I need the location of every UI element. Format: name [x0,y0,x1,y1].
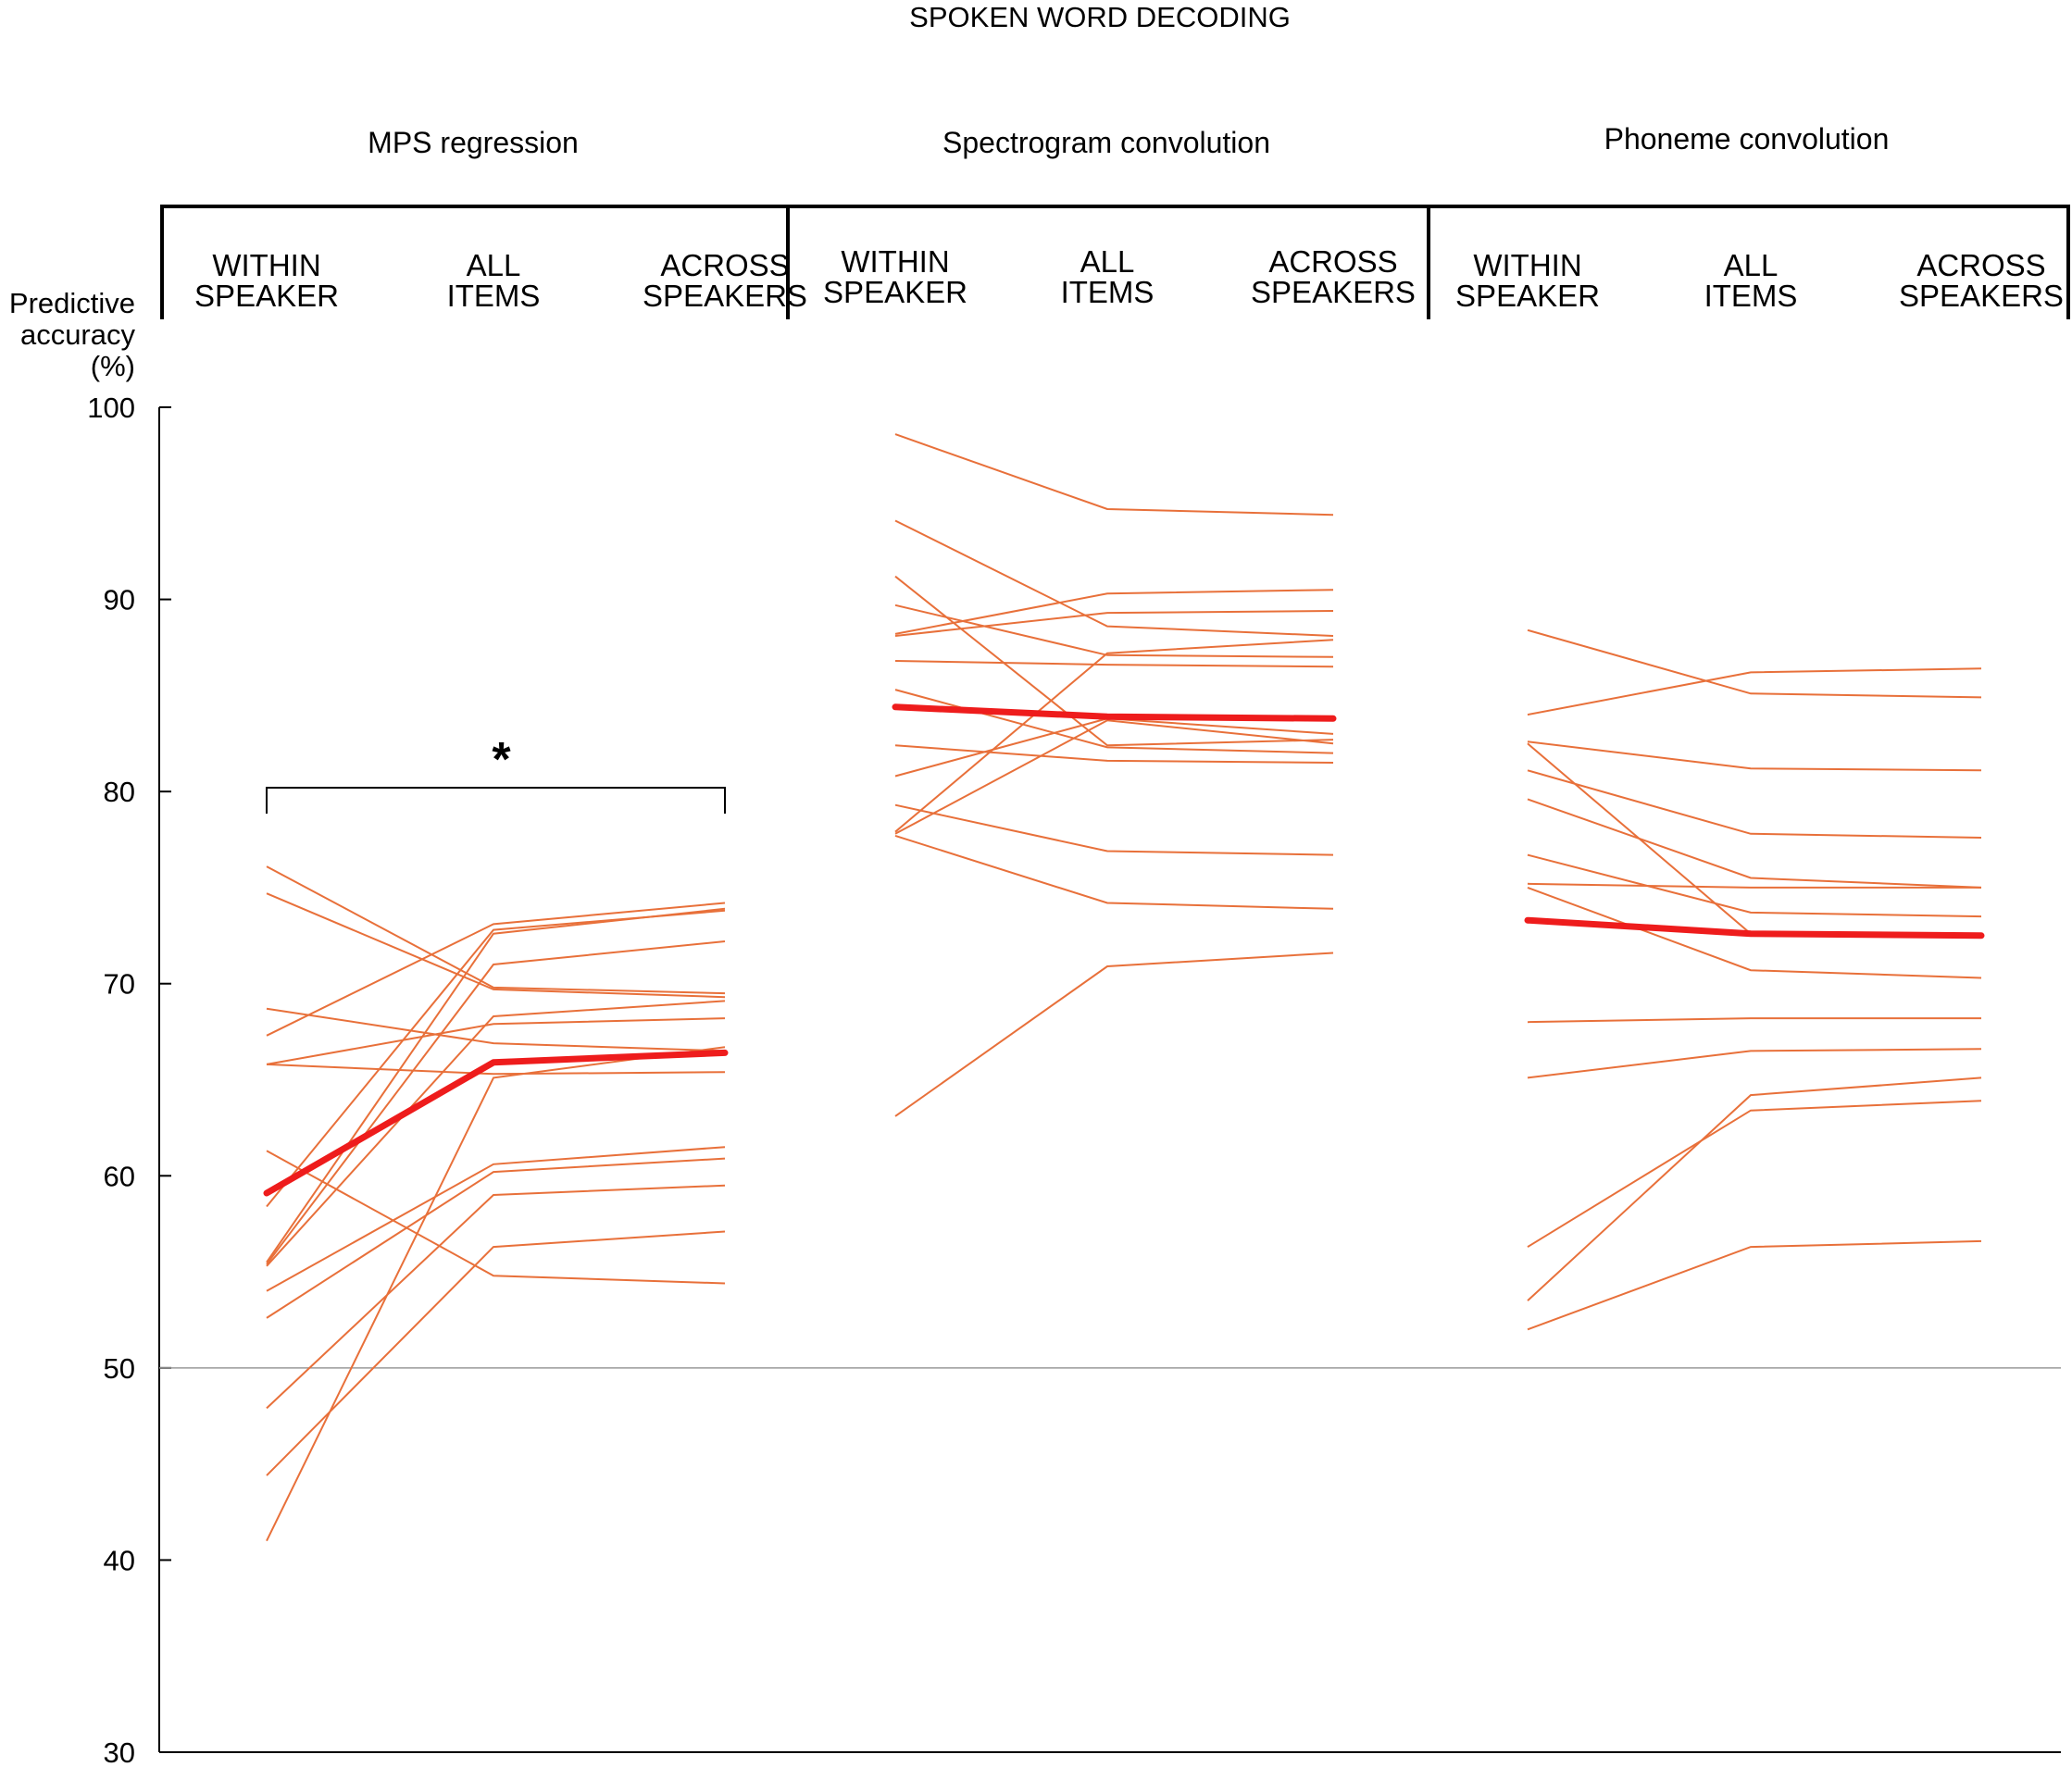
subject-line [894,803,1334,856]
chart-title: SPOKEN WORD DECODING [909,1,1291,33]
subject-line [894,610,1334,637]
condition-label-line2: ITEMS [447,279,541,313]
panel-title: MPS regression [368,126,579,159]
subject-line [894,604,1334,658]
mean-line [1524,916,1985,939]
subject-line [1527,667,1982,716]
subject-line [894,639,1334,833]
subject-line [1527,886,1982,979]
subject-line [266,1017,726,1065]
condition-label-line2: SPEAKERS [1251,275,1416,309]
subject-line [894,660,1334,668]
panel-title: Phoneme convolution [1604,122,1890,156]
significance-bracket [266,786,726,814]
y-tick-label: 30 [104,1736,135,1767]
significance-annotation: * [266,733,726,814]
subject-line [894,952,1334,1117]
condition-label-line1: ALL [467,248,521,282]
condition-label-line1: ACROSS [1916,248,2045,282]
subject-line [1527,1239,1982,1331]
subject-line [266,907,726,1263]
subject-line [1527,853,1982,918]
subject-line [266,1000,726,1267]
subject-line [1527,1048,1982,1079]
subject-line [1527,882,1981,889]
y-tick-label: 60 [104,1160,135,1192]
y-tick-label: 90 [104,584,135,616]
plot-lines [263,433,1985,1542]
subject-line [1527,1017,1981,1024]
condition-label-line1: ALL [1080,244,1135,279]
subject-line [894,589,1334,635]
condition-label-line2: SPEAKER [823,275,967,309]
subject-line [266,1063,726,1076]
subject-line [1527,1100,1982,1248]
y-tick-label: 80 [104,776,135,808]
subject-line [266,1150,726,1285]
subject-line [266,1157,726,1319]
mean-line [892,703,1337,722]
subject-line [894,575,1334,747]
panel-bracket [1427,205,2070,319]
subject-line [1527,798,1982,889]
subject-line [894,744,1334,764]
condition-label-line1: ACROSS [1268,244,1397,279]
subject-line [266,1146,726,1292]
y-tick-label: 40 [104,1544,135,1576]
subject-line [1527,628,1982,699]
subject-line [1527,742,1982,939]
condition-label-line2: SPEAKERS [1899,279,2064,313]
subject-line [266,1007,726,1052]
y-axis-label-line: (%) [91,350,135,382]
panel-title: Spectrogram convolution [942,126,1270,159]
subject-line [894,834,1334,910]
condition-label-line2: SPEAKER [194,279,339,313]
panels: MPS regressionWITHINSPEAKERALLITEMSACROS… [160,122,2070,319]
subject-line [266,1184,726,1410]
subject-line [894,719,1334,835]
y-tick-label: 50 [104,1352,135,1385]
mean-line [263,1049,729,1197]
subject-line [1527,769,1982,839]
condition-label-line2: SPEAKER [1455,279,1600,313]
y-axis-label-line: Predictive [9,287,135,319]
y-tick-label: 70 [104,968,135,1001]
subject-line [1527,1076,1982,1301]
condition-label-line2: ITEMS [1061,275,1155,309]
subject-line [266,1230,726,1476]
subject-line [266,865,726,995]
condition-label-line1: ALL [1724,248,1779,282]
y-axis-label-line: accuracy [20,318,136,351]
significance-marker: * [492,733,511,787]
subject-line [894,519,1334,637]
subject-line [266,940,726,1265]
y-axis: 30 40 50 60 70 80 90 100 [87,392,2061,1767]
condition-label-line1: WITHIN [212,248,320,282]
condition-label-line2: SPEAKERS [643,279,807,313]
condition-label-line1: WITHIN [1473,248,1581,282]
subject-line [894,433,1334,516]
subject-line [266,902,726,1037]
condition-label-line1: WITHIN [841,244,949,279]
condition-label-line2: ITEMS [1704,279,1798,313]
subject-line [1527,740,1982,772]
condition-label-line1: ACROSS [660,248,789,282]
subject-line [266,892,726,999]
y-tick-label: 100 [87,392,135,424]
subject-line [266,1046,726,1542]
